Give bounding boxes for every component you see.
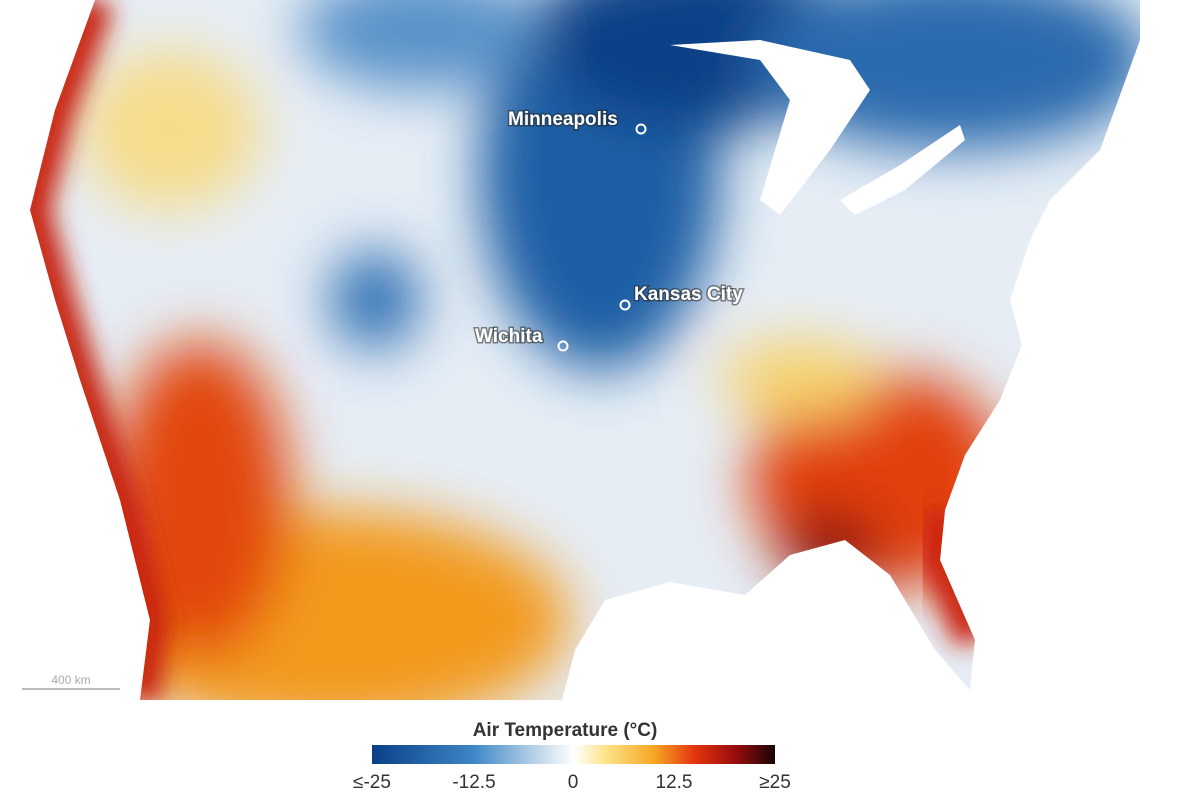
city-marker xyxy=(635,123,647,135)
legend-title: Air Temperature (°C) xyxy=(473,720,658,741)
scale-label: 400 km xyxy=(51,673,90,687)
city-label: Kansas City xyxy=(634,284,743,305)
legend-tick: -12.5 xyxy=(452,772,495,793)
legend-tick: 0 xyxy=(568,772,579,793)
city-marker xyxy=(557,340,569,352)
legend-tick: 12.5 xyxy=(656,772,693,793)
city-marker xyxy=(619,299,631,311)
scale-bar: 400 km xyxy=(22,673,120,690)
temperature-field xyxy=(30,0,1140,700)
legend-tick: ≤-25 xyxy=(353,772,391,793)
city-label: Minneapolis xyxy=(508,109,618,130)
city-markers: Minneapolis Kansas City Wichita xyxy=(474,108,745,352)
legend-tick: ≥25 xyxy=(759,772,791,793)
city-label: Wichita xyxy=(475,326,543,347)
legend-colorbar xyxy=(372,745,775,764)
legend: Air Temperature (°C) ≤-25 -12.5 0 12.5 ≥… xyxy=(353,720,791,793)
